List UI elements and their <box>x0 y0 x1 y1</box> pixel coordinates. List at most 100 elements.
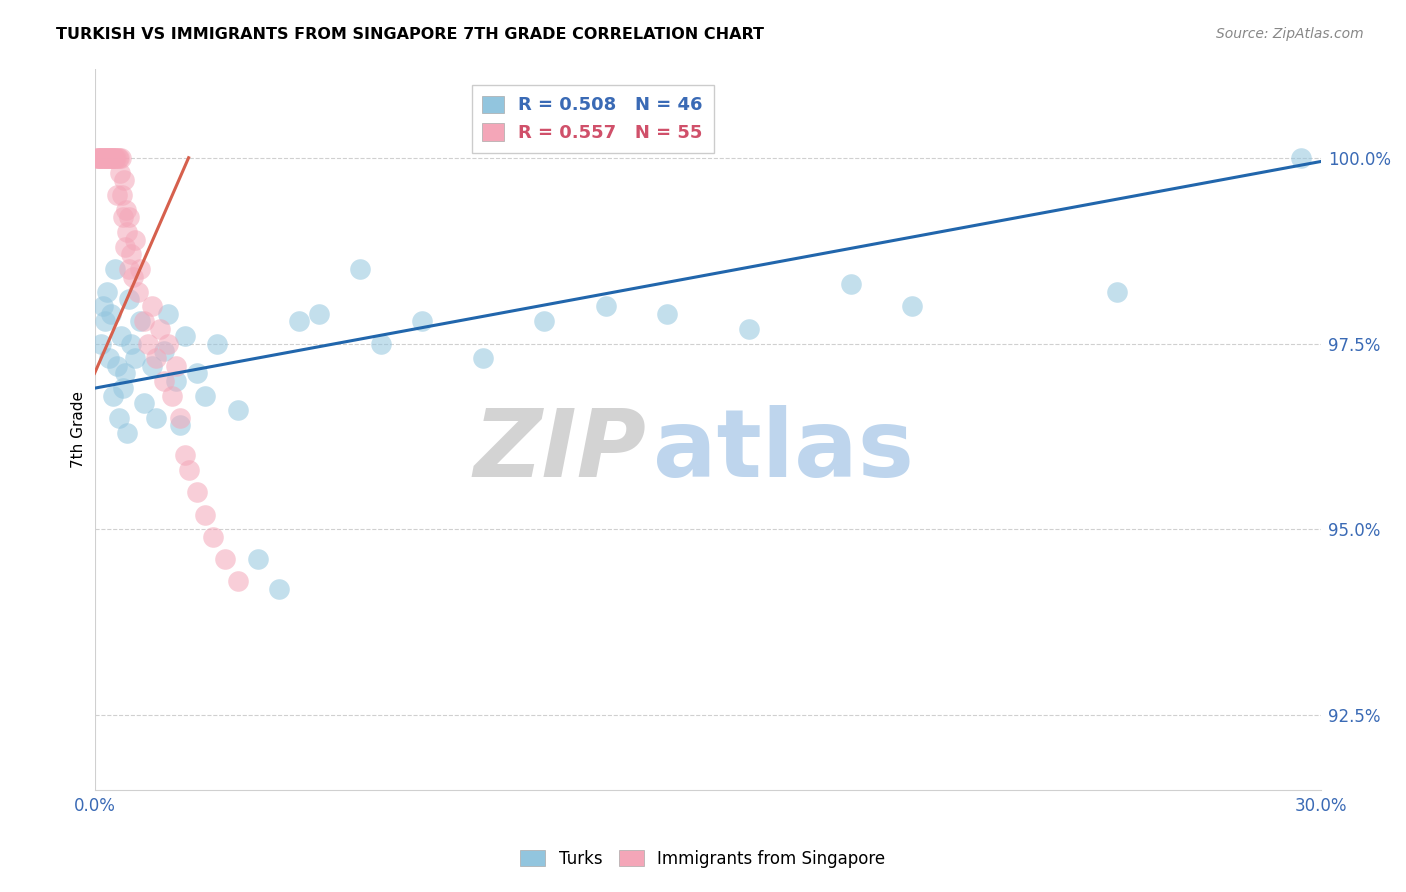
Point <box>105 187 128 202</box>
Point <box>247 552 270 566</box>
Point <box>267 582 290 596</box>
Point <box>127 285 149 299</box>
Point <box>186 367 208 381</box>
Point <box>149 322 172 336</box>
Point <box>112 381 135 395</box>
Point <box>901 300 924 314</box>
Point <box>173 329 195 343</box>
Point <box>169 418 191 433</box>
Point <box>111 187 134 202</box>
Point <box>308 307 330 321</box>
Point <box>411 314 433 328</box>
Text: ZIP: ZIP <box>474 405 647 497</box>
Point <box>162 389 184 403</box>
Point <box>226 403 249 417</box>
Point <box>132 396 155 410</box>
Point <box>205 336 228 351</box>
Point <box>120 247 142 261</box>
Point <box>118 292 141 306</box>
Text: Source: ZipAtlas.com: Source: ZipAtlas.com <box>1216 27 1364 41</box>
Point <box>100 307 122 321</box>
Point <box>104 151 127 165</box>
Point <box>96 151 118 165</box>
Text: TURKISH VS IMMIGRANTS FROM SINGAPORE 7TH GRADE CORRELATION CHART: TURKISH VS IMMIGRANTS FROM SINGAPORE 7TH… <box>56 27 765 42</box>
Point <box>105 359 128 373</box>
Point <box>86 151 108 165</box>
Point <box>101 389 124 403</box>
Point <box>97 151 120 165</box>
Point <box>214 552 236 566</box>
Point <box>117 425 139 440</box>
Point <box>533 314 555 328</box>
Point <box>194 389 217 403</box>
Point <box>153 344 176 359</box>
Point <box>124 232 146 246</box>
Point <box>655 307 678 321</box>
Point <box>132 314 155 328</box>
Point <box>157 307 180 321</box>
Point <box>94 151 117 165</box>
Point <box>738 322 761 336</box>
Point <box>165 374 187 388</box>
Legend: Turks, Immigrants from Singapore: Turks, Immigrants from Singapore <box>513 844 893 875</box>
Point <box>177 463 200 477</box>
Point <box>128 314 150 328</box>
Point <box>165 359 187 373</box>
Y-axis label: 7th Grade: 7th Grade <box>72 391 86 467</box>
Point <box>100 151 122 165</box>
Point <box>90 151 112 165</box>
Point <box>186 485 208 500</box>
Point <box>94 314 117 328</box>
Point <box>108 411 131 425</box>
Point <box>91 151 114 165</box>
Point <box>153 374 176 388</box>
Point <box>288 314 311 328</box>
Point <box>101 151 124 165</box>
Point <box>110 329 132 343</box>
Point <box>118 210 141 224</box>
Text: atlas: atlas <box>652 405 914 497</box>
Point <box>97 151 120 165</box>
Point <box>97 351 120 366</box>
Point <box>108 165 131 179</box>
Point <box>141 359 163 373</box>
Point <box>87 151 110 165</box>
Point <box>115 202 138 217</box>
Point <box>595 300 617 314</box>
Point <box>157 336 180 351</box>
Point <box>91 300 114 314</box>
Point <box>93 151 115 165</box>
Point <box>839 277 862 292</box>
Point <box>104 262 127 277</box>
Point <box>98 151 121 165</box>
Point <box>114 367 136 381</box>
Point <box>90 336 112 351</box>
Legend: R = 0.508   N = 46, R = 0.557   N = 55: R = 0.508 N = 46, R = 0.557 N = 55 <box>471 85 714 153</box>
Point <box>89 151 111 165</box>
Point <box>349 262 371 277</box>
Point <box>1289 151 1312 165</box>
Point <box>108 151 131 165</box>
Point <box>120 336 142 351</box>
Point <box>136 336 159 351</box>
Point <box>169 411 191 425</box>
Point <box>117 262 139 277</box>
Point <box>100 151 122 165</box>
Point <box>226 574 249 589</box>
Point <box>370 336 392 351</box>
Point <box>112 173 135 187</box>
Point <box>114 240 136 254</box>
Point <box>103 151 125 165</box>
Point <box>87 151 110 165</box>
Point <box>117 225 139 239</box>
Point <box>90 151 112 165</box>
Point <box>110 151 132 165</box>
Point <box>107 151 129 165</box>
Point <box>173 448 195 462</box>
Point <box>145 351 167 366</box>
Point <box>122 269 145 284</box>
Point <box>124 351 146 366</box>
Point <box>471 351 494 366</box>
Point <box>1105 285 1128 299</box>
Point <box>94 151 117 165</box>
